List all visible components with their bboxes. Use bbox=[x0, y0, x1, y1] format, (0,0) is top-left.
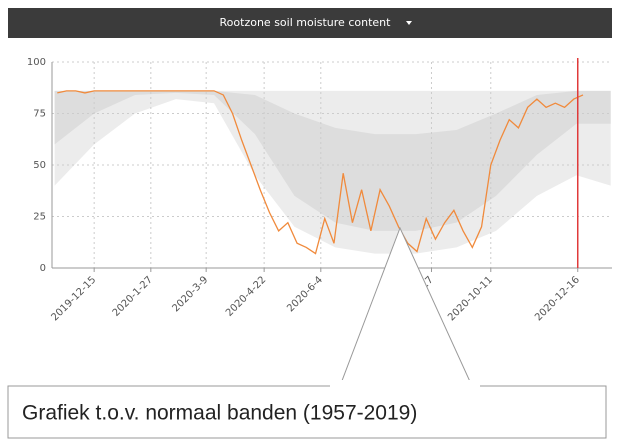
y-tick-label: 100 bbox=[27, 57, 46, 68]
callout-join bbox=[330, 380, 480, 388]
y-tick-label: 0 bbox=[40, 263, 46, 274]
normal-band bbox=[54, 90, 611, 231]
callout: Grafiek t.o.v. normaal banden (1957-2019… bbox=[7, 226, 607, 439]
y-tick-label: 75 bbox=[33, 109, 46, 120]
y-tick-label: 50 bbox=[33, 160, 46, 171]
series-line bbox=[57, 90, 584, 255]
annotation: Grafiek t.o.v. normaal banden (1957-2019… bbox=[22, 402, 417, 425]
y-tick-label: 25 bbox=[33, 212, 46, 223]
callout-pointer bbox=[339, 226, 473, 387]
dropdown-caret[interactable] bbox=[406, 21, 412, 25]
chart-title[interactable]: Rootzone soil moisture content bbox=[220, 16, 392, 29]
callout-box bbox=[7, 385, 607, 439]
header[interactable]: Rootzone soil moisture content bbox=[8, 8, 612, 38]
header-bar[interactable] bbox=[8, 8, 612, 38]
